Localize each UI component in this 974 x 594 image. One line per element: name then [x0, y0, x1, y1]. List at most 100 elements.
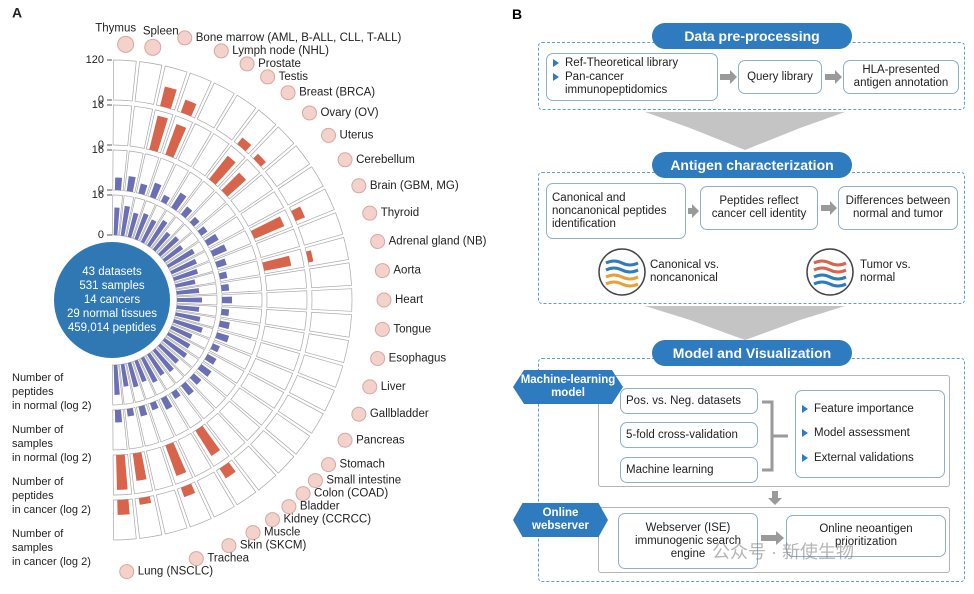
ring-label: peptides: [12, 490, 54, 502]
tissue-icon: [177, 30, 193, 46]
ring-label: in normal (log 2): [12, 400, 91, 412]
tissue-label: Esophagus: [389, 353, 447, 365]
sector-box: [174, 310, 216, 328]
tissue-icon: [321, 127, 337, 143]
bar: [208, 155, 236, 185]
sector-box: [113, 498, 137, 541]
bar: [162, 245, 184, 263]
bar: [126, 176, 136, 192]
tissue-icon: [351, 178, 367, 194]
tissue-icon: [221, 538, 237, 554]
sector-box: [264, 412, 311, 455]
bar: [127, 362, 139, 388]
tissue-label: Trachea: [207, 553, 249, 565]
sector-box: [277, 166, 324, 206]
summary-text: 531 samples: [79, 280, 144, 292]
bar: [204, 233, 219, 246]
sector-box: [277, 394, 324, 434]
tissue-icon: [362, 379, 378, 395]
flow-arrow: [645, 112, 845, 150]
sector-box: [151, 347, 185, 384]
section-title: Antigen characterization: [652, 152, 852, 178]
bar: [176, 305, 200, 312]
sector-box: [112, 453, 133, 496]
ring-label: in normal (log 2): [12, 452, 91, 464]
tissue-label: Heart: [395, 294, 424, 306]
comparison-label: Tumor vs. normal: [860, 259, 911, 284]
sector-box: [125, 361, 146, 403]
tissue-label: Small intestine: [326, 475, 401, 487]
bar: [204, 354, 217, 365]
ring-label: samples: [12, 438, 53, 450]
bar: [113, 364, 120, 395]
tissue-label: Bone marrow (AML, B-ALL, CLL, T-ALL): [196, 32, 402, 44]
sector-box: [112, 364, 124, 406]
sector-box: [192, 133, 230, 177]
ring-label: samples: [12, 542, 53, 554]
tissue-icon: [295, 486, 311, 502]
tissue-icon: [301, 105, 317, 121]
sector-box: [134, 61, 163, 105]
sector-box: [215, 459, 257, 506]
output-item: External validations: [802, 452, 938, 465]
sector-box: [221, 292, 263, 308]
bar: [220, 308, 230, 316]
ring-label: in cancer (log 2): [12, 504, 91, 516]
flow-arrow: [645, 306, 845, 340]
tissue-icon: [281, 499, 297, 515]
input-box: 5-fold cross-validation: [620, 422, 758, 448]
tissue-label: Bladder: [300, 501, 340, 513]
tick-label: 0: [98, 184, 104, 196]
sector-box: [125, 197, 146, 239]
tissue-icon: [260, 69, 276, 85]
sector-box: [178, 379, 215, 420]
sector-box: [156, 341, 193, 377]
tissue-label: Thymus: [95, 22, 136, 34]
source-item: Pan-cancer immunopeptidomics: [553, 71, 711, 97]
sector-box: [176, 481, 212, 528]
bar: [253, 153, 266, 167]
sector-box: [196, 471, 235, 518]
bracket: [762, 400, 788, 472]
output-item: Feature importance: [802, 403, 938, 416]
sector-box: [172, 261, 214, 283]
sector-box: [264, 269, 308, 291]
sector-box: [250, 126, 295, 170]
sector-box: [311, 288, 353, 312]
bar: [126, 408, 135, 417]
bar: [170, 258, 198, 275]
sector-box: [215, 94, 257, 141]
step-box: Online neoantigen prioritization: [786, 515, 946, 557]
bar: [215, 332, 230, 343]
summary-text: 43 datasets: [82, 266, 142, 278]
bar: [180, 381, 194, 396]
sector-box: [288, 188, 335, 226]
summary-text: 459,014 peptides: [68, 322, 156, 334]
tissue-label: Tongue: [393, 323, 431, 335]
sector-box: [217, 260, 261, 282]
sector-box: [177, 432, 212, 477]
output-text: Feature importance: [814, 402, 914, 415]
sector-box: [230, 387, 274, 426]
section-title: Data pre-processing: [652, 23, 852, 49]
bar: [221, 172, 247, 197]
sector-box: [174, 272, 216, 290]
sector-box: [177, 123, 212, 168]
bar: [221, 296, 232, 304]
tissue-icon: [188, 551, 204, 567]
bar: [160, 395, 173, 410]
bar: [157, 343, 180, 364]
tissue-label: Thyroid: [381, 207, 419, 219]
bar: [140, 356, 158, 383]
sector-box: [145, 351, 176, 391]
bar: [262, 255, 292, 271]
sector-box: [172, 317, 214, 339]
ring-label: Number of: [12, 372, 64, 384]
sector-box: [169, 250, 210, 276]
bar: [165, 123, 187, 158]
sector-box: [112, 409, 128, 451]
tissue-label: Pancreas: [356, 434, 405, 446]
sector-box: [240, 191, 285, 227]
sector-box: [112, 149, 128, 191]
step-box: Webserver (ISE) immunogenic search engin…: [618, 513, 758, 569]
